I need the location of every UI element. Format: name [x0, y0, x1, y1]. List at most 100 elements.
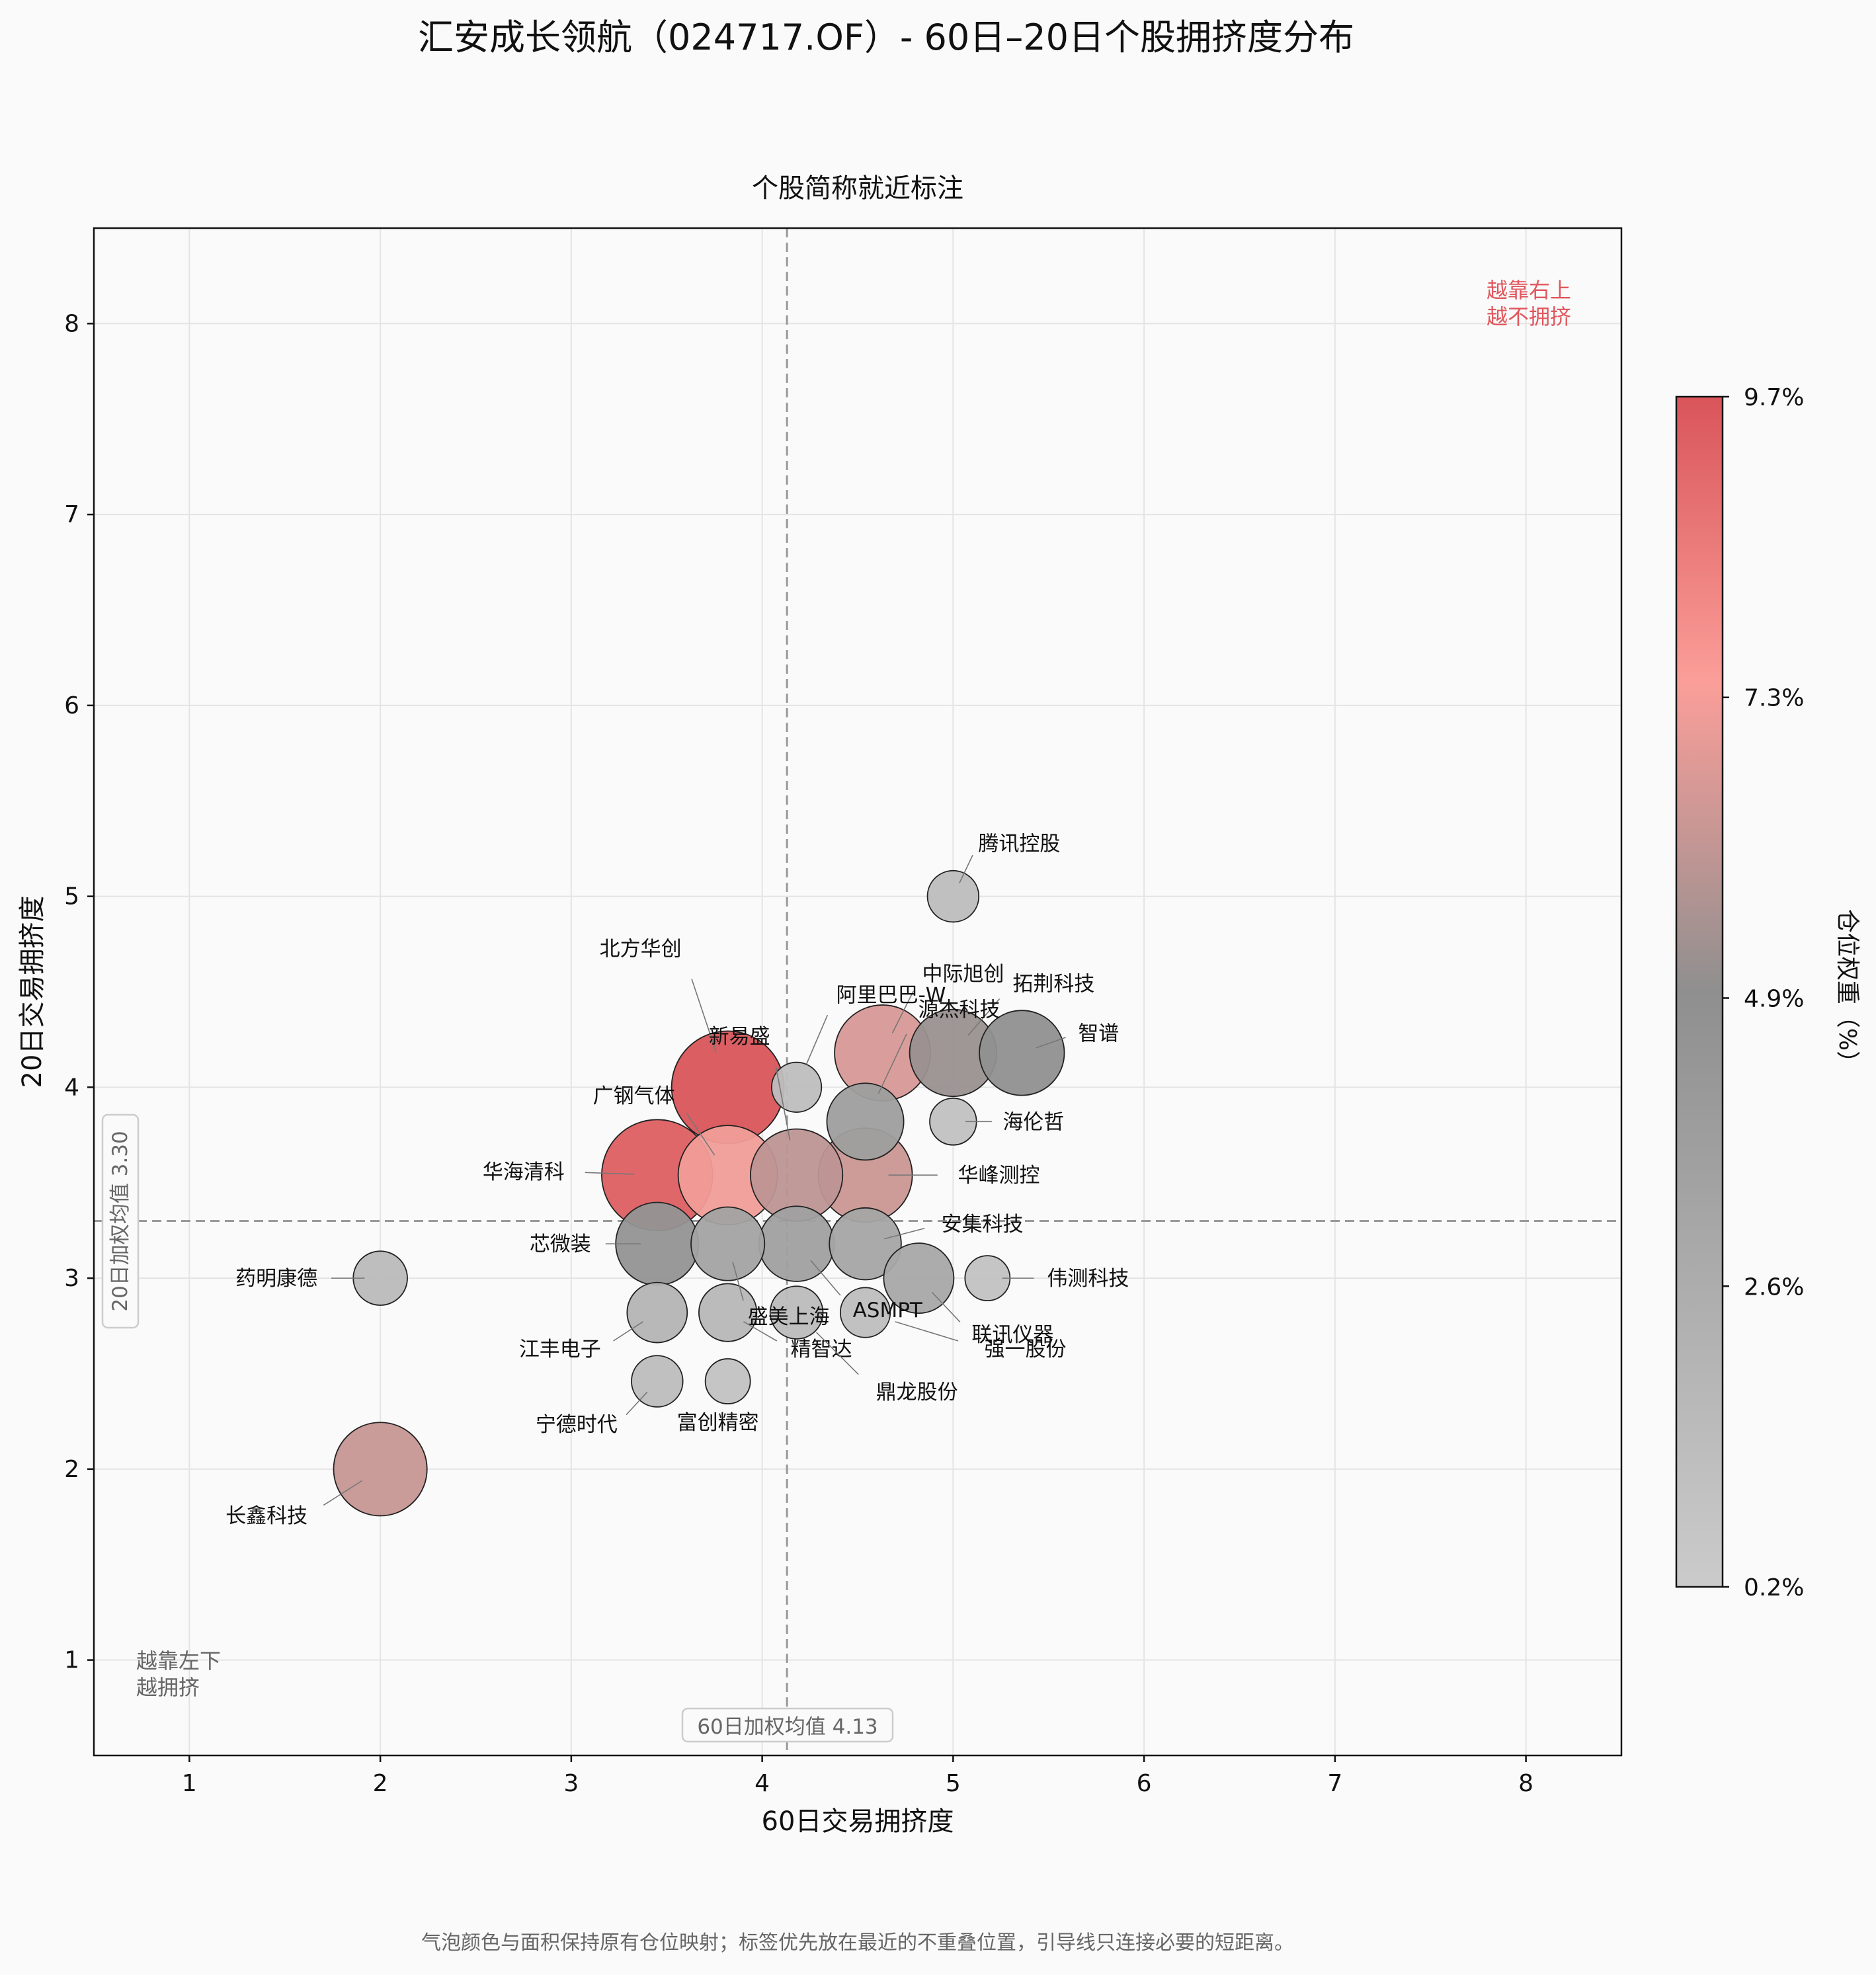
chart-title: 汇安成长领航（024717.OF）- 60日–20日个股拥挤度分布 — [418, 17, 1354, 58]
bubble-label: 联讯仪器 — [971, 1323, 1053, 1347]
leader-line — [891, 990, 915, 1033]
ref-y-label: 20日加权均值 3.30 — [108, 1131, 132, 1311]
bubble — [826, 1082, 905, 1161]
corner-note-bottom-left-line1: 越靠左下 — [136, 1648, 221, 1673]
bubble — [769, 1285, 824, 1340]
x-tick-label: 8 — [1518, 1770, 1533, 1797]
bubble — [883, 1242, 955, 1314]
corner-note-top-right-line1: 越靠右上 — [1487, 278, 1571, 303]
x-tick-label: 2 — [373, 1770, 388, 1797]
leader-line — [323, 1480, 363, 1506]
bubble-label: 腾讯控股 — [978, 832, 1060, 856]
bubble-label: 华峰测控 — [958, 1164, 1040, 1188]
leader-line — [895, 1321, 959, 1342]
bubble-label: 精智达 — [791, 1338, 852, 1361]
corner-note-bottom-left-line2: 越拥挤 — [136, 1675, 200, 1700]
bubble-label: 智谱 — [1078, 1022, 1119, 1045]
footnote: 气泡颜色与面积保持原有仓位映射；标签优先放在最近的不重叠位置，引导线只连接必要的… — [421, 1931, 1294, 1955]
colorbar-ticks: 0.2% 2.6% 4.9% 7.3% 9.7% — [1723, 384, 1804, 1601]
bubble-label: 盛美上海 — [748, 1305, 830, 1329]
x-tick-label: 4 — [754, 1770, 770, 1797]
bubble-label: 鼎龙股份 — [876, 1381, 958, 1404]
leader-line — [743, 1321, 778, 1342]
x-tick-label: 1 — [182, 1770, 197, 1797]
bubble-label: 强一股份 — [985, 1338, 1067, 1361]
bubble — [770, 1061, 823, 1113]
x-tick-label: 6 — [1137, 1770, 1152, 1797]
ref-x-box: 60日加权均值 4.13 — [681, 1707, 894, 1743]
bubble — [333, 1422, 428, 1517]
leader-line — [805, 1014, 829, 1065]
bubble-label: ASMPT — [853, 1299, 923, 1322]
bubble — [704, 1358, 751, 1404]
leader-line — [613, 1321, 643, 1342]
bubble-label: 药明康德 — [235, 1267, 317, 1291]
leader-line — [959, 854, 973, 883]
bubble — [979, 1010, 1065, 1096]
bubble-label: 安集科技 — [942, 1213, 1024, 1236]
bubble-label: 富创精密 — [677, 1411, 759, 1435]
corner-note-top-right-line2: 越不拥挤 — [1487, 304, 1571, 329]
bubble-label: 北方华创 — [600, 937, 682, 961]
x-tick-label: 5 — [946, 1770, 961, 1797]
bubble-label: 阿里巴巴-W — [836, 983, 946, 1007]
colorbar-tick-label: 9.7% — [1744, 384, 1804, 411]
leader-line — [585, 1172, 634, 1175]
colorbar-gradient — [1675, 395, 1724, 1588]
x-tick-label: 7 — [1327, 1770, 1342, 1797]
axis-ticks: 1 2 3 4 5 6 7 8 1 2 3 4 5 6 7 8 — [64, 310, 1533, 1797]
ref-y-box: 20日加权均值 3.30 — [101, 1113, 140, 1329]
y-axis-label: 20日交易拥挤度 — [17, 896, 48, 1088]
bubble-label: 宁德时代 — [536, 1413, 618, 1437]
leader-line — [877, 1033, 907, 1094]
bubble — [829, 1207, 902, 1281]
colorbar-tick-label: 0.2% — [1744, 1574, 1804, 1601]
y-tick-label: 4 — [64, 1074, 79, 1101]
leader-line — [967, 998, 1000, 1036]
bubble — [758, 1205, 835, 1282]
y-tick-label: 2 — [64, 1456, 79, 1483]
colorbar-tick-label: 2.6% — [1744, 1273, 1804, 1301]
plot-frame — [93, 227, 1623, 1757]
colorbar-tick-label: 7.3% — [1744, 685, 1804, 712]
leader-line — [691, 979, 717, 1053]
y-tick-label: 7 — [64, 501, 79, 528]
colorbar-label: 仓位权重（%） — [1834, 909, 1861, 1074]
colorbar-tick-label: 4.9% — [1744, 985, 1804, 1012]
y-tick-label: 1 — [64, 1647, 79, 1674]
leader-line — [775, 1067, 791, 1141]
leader-line — [931, 1291, 961, 1322]
bubble-label: 拓荆科技 — [1012, 972, 1094, 996]
y-tick-label: 6 — [64, 692, 79, 719]
leader-line — [810, 1260, 841, 1296]
y-tick-label: 8 — [64, 310, 79, 337]
bubble-label: 江丰电子 — [519, 1338, 601, 1361]
bubble — [839, 1287, 891, 1338]
bubble — [690, 1206, 766, 1281]
leader-line — [686, 1113, 715, 1156]
y-tick-label: 5 — [64, 883, 79, 910]
bubble-label: 长鑫科技 — [225, 1504, 307, 1528]
bubble-label: 芯微装 — [530, 1232, 591, 1256]
bubble-label: 华海清科 — [483, 1160, 565, 1184]
leader-line — [816, 1332, 859, 1375]
x-axis-label: 60日交易拥挤度 — [762, 1806, 954, 1837]
bubble — [631, 1355, 684, 1408]
bubbles — [333, 869, 1065, 1517]
bubble-label: 源杰科技 — [918, 998, 1000, 1022]
bubble-label: 新易盛 — [709, 1025, 770, 1049]
bubble-label: 伟测科技 — [1047, 1267, 1129, 1291]
y-tick-label: 3 — [64, 1265, 79, 1292]
leader-line — [732, 1262, 744, 1301]
bubble — [626, 1281, 688, 1344]
leader-line — [626, 1391, 648, 1416]
bubble-label: 广钢气体 — [593, 1084, 675, 1108]
ref-x-label: 60日加权均值 4.13 — [697, 1715, 877, 1739]
leader-line — [884, 1227, 925, 1240]
chart-subtitle: 个股简称就近标注 — [752, 173, 963, 204]
leader-line — [1036, 1037, 1066, 1049]
bubble-label: 海伦哲 — [1002, 1110, 1064, 1134]
